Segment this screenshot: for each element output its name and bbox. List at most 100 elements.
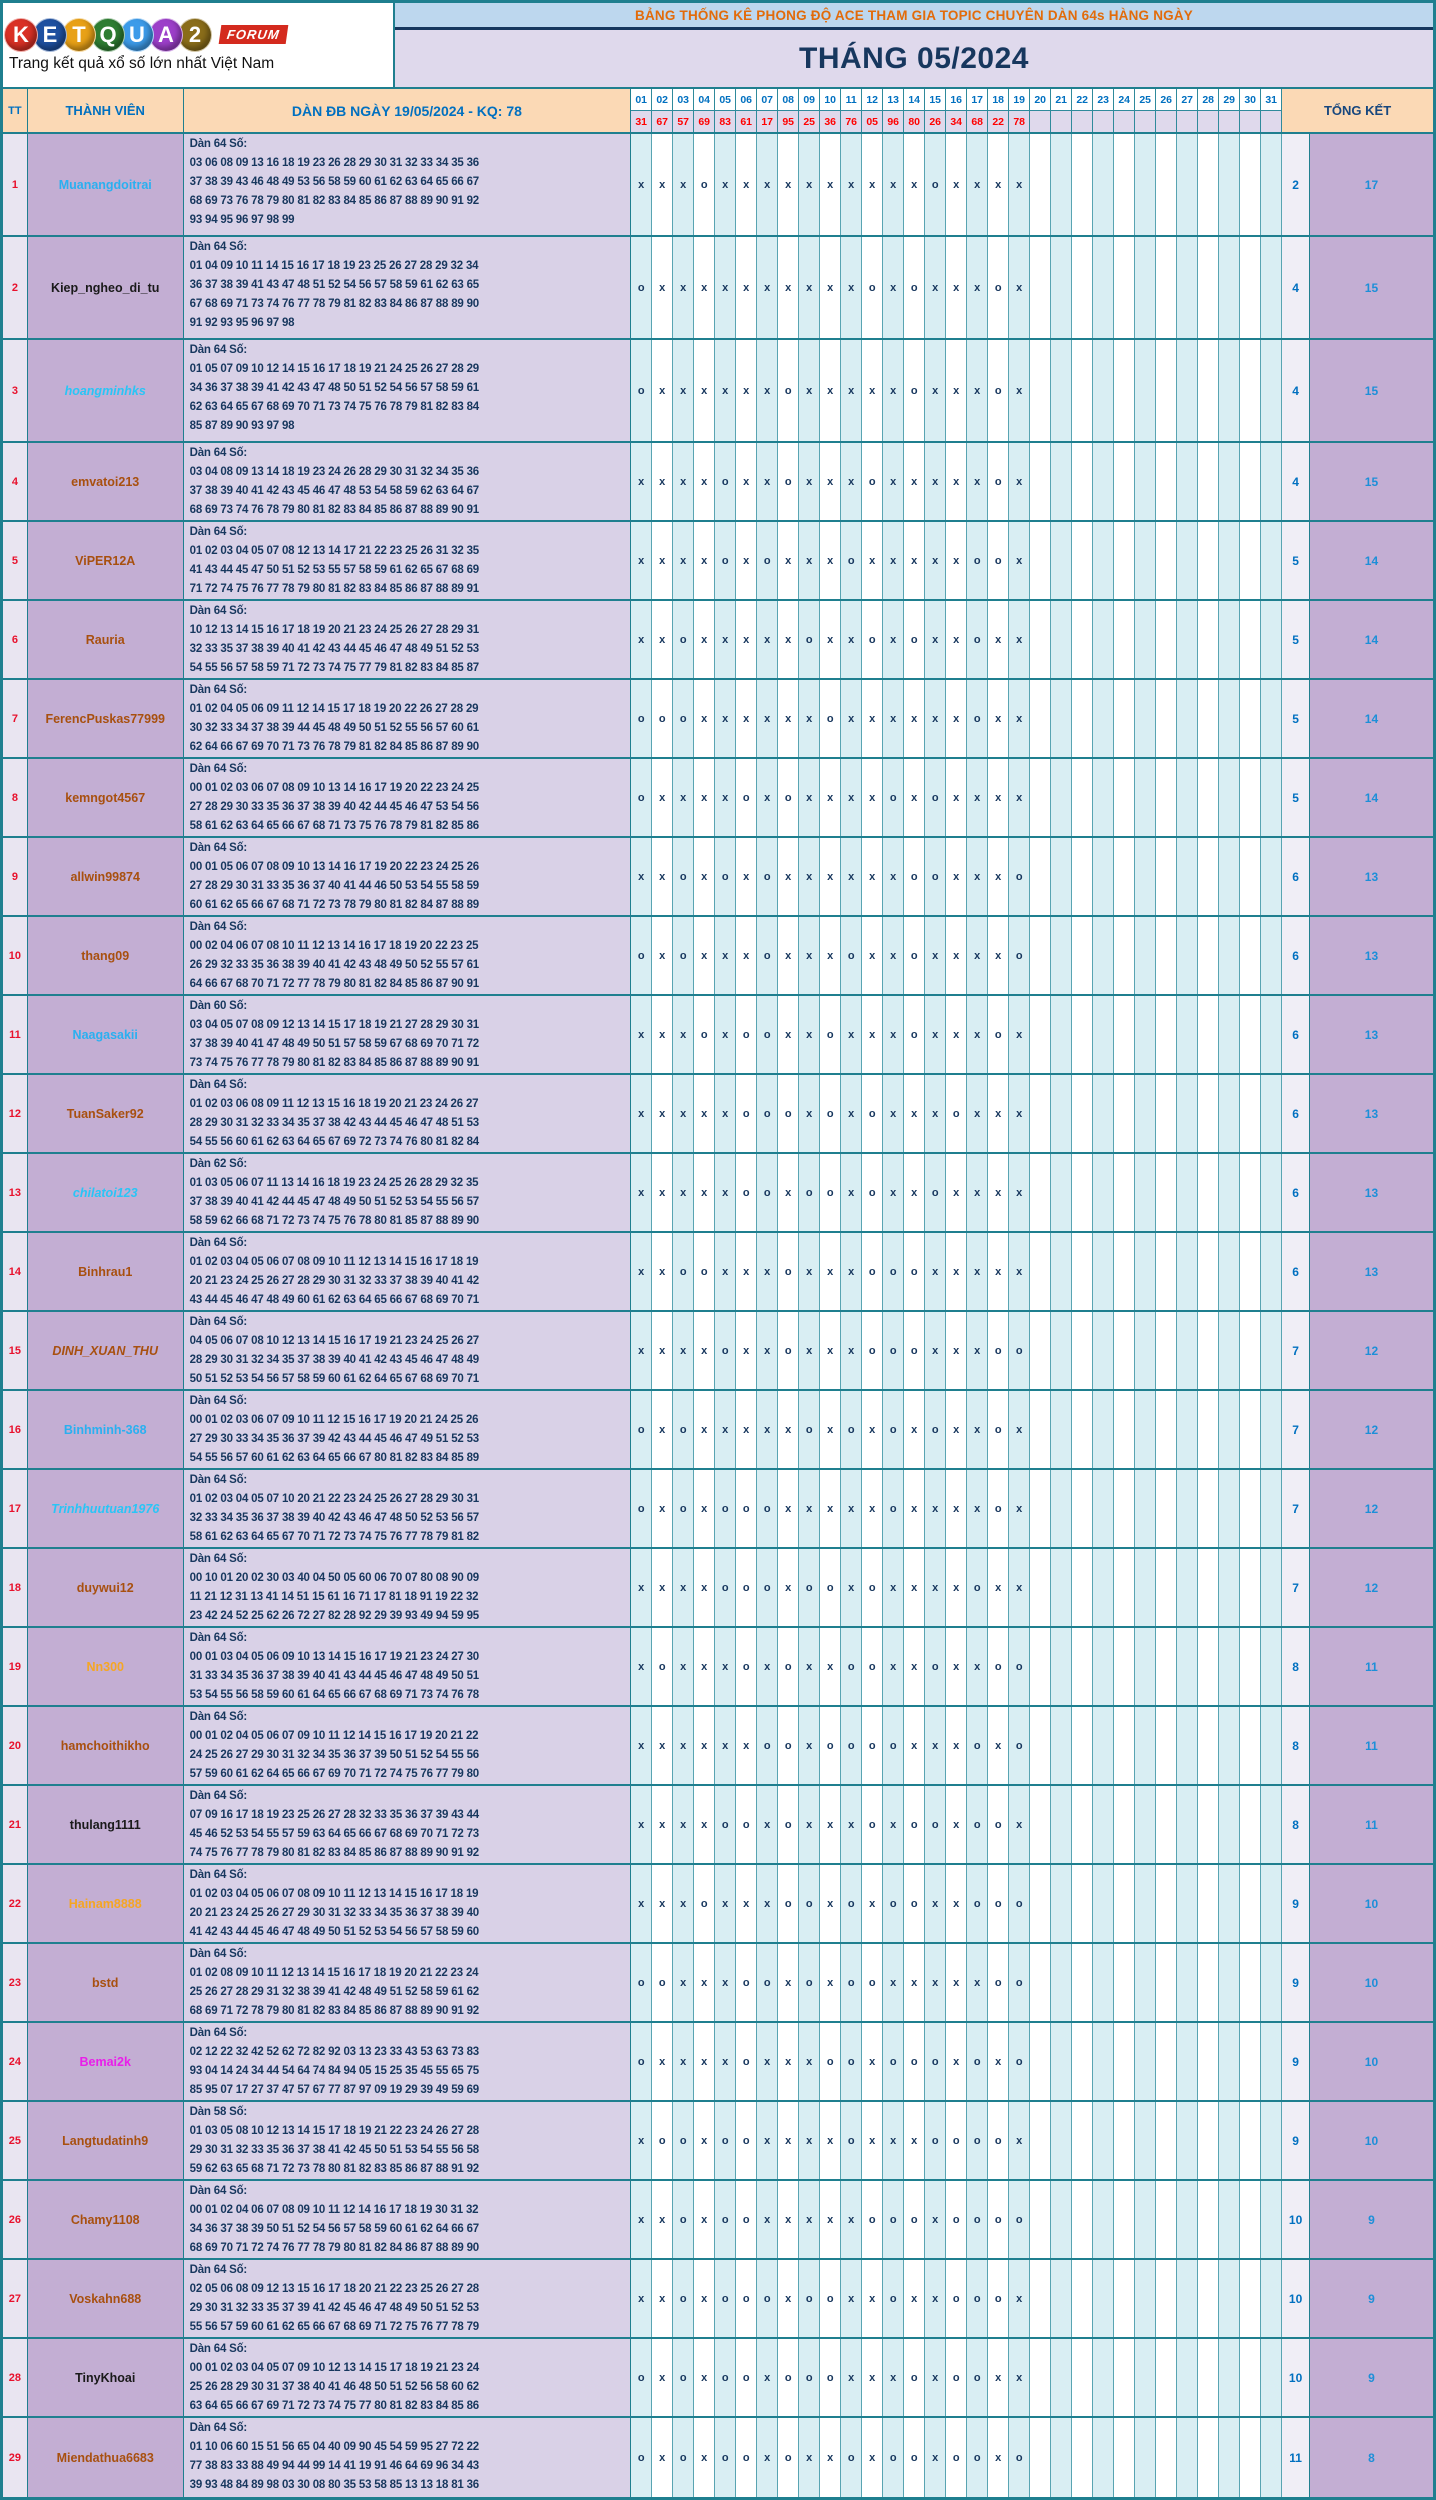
- miss-mark: o: [1009, 1865, 1031, 1942]
- member-name[interactable]: thulang1111: [27, 1786, 184, 1863]
- dan-numbers-line: 67 68 69 71 73 74 76 77 78 79 81 82 83 8…: [189, 298, 480, 310]
- miss-mark: o: [757, 1549, 779, 1626]
- hit-mark: x: [673, 1707, 695, 1784]
- hit-mark: x: [757, 443, 779, 520]
- empty-day-cell: [1093, 1312, 1115, 1389]
- member-name[interactable]: TuanSaker92: [27, 1075, 184, 1152]
- miss-mark: o: [757, 1707, 779, 1784]
- day-kq-value: [1156, 111, 1177, 132]
- empty-day-cell: [1219, 996, 1241, 1073]
- member-name[interactable]: emvatoi213: [27, 443, 184, 520]
- empty-day-cell: [1135, 1233, 1157, 1310]
- member-name[interactable]: FerencPuskas77999: [27, 680, 184, 757]
- hit-mark: x: [820, 443, 842, 520]
- empty-day-cell: [1072, 1312, 1094, 1389]
- member-name[interactable]: Binhminh-368: [27, 1391, 184, 1468]
- member-name[interactable]: Naagasakii: [27, 996, 184, 1073]
- hit-mark: x: [862, 1470, 884, 1547]
- dan-numbers-line: 01 02 03 04 05 06 07 08 09 10 11 12 13 1…: [189, 1888, 479, 1900]
- empty-day-cell: [1156, 917, 1178, 994]
- member-name[interactable]: Kiep_ngheo_di_tu: [27, 237, 184, 338]
- row-index: 24: [3, 2023, 28, 2100]
- miss-mark: o: [715, 1312, 737, 1389]
- miss-mark: o: [967, 601, 989, 678]
- day-kq-value: [1261, 111, 1282, 132]
- empty-day-cell: [1135, 1075, 1157, 1152]
- miss-mark: o: [925, 1391, 947, 1468]
- empty-day-cell: [1093, 1944, 1115, 2021]
- hit-mark: x: [841, 601, 863, 678]
- row-index: 3: [3, 340, 28, 441]
- member-name[interactable]: TinyKhoai: [27, 2339, 184, 2416]
- miss-mark: o: [820, 680, 842, 757]
- member-name[interactable]: Bemai2k: [27, 2023, 184, 2100]
- dan-numbers-line: 01 02 03 04 05 07 10 20 21 22 23 24 25 2…: [189, 1493, 480, 1505]
- member-name[interactable]: Binhrau1: [27, 1233, 184, 1310]
- member-name[interactable]: Langtudatinh9: [27, 2102, 184, 2179]
- member-name[interactable]: chilatoi123: [27, 1154, 184, 1231]
- table-row: 2 Kiep_ngheo_di_tu Dàn 64 Số: 01 04 09 10 1…: [3, 237, 1433, 340]
- member-name[interactable]: Hainam8888: [27, 1865, 184, 1942]
- member-name[interactable]: kemngot4567: [27, 759, 184, 836]
- miss-mark: o: [736, 759, 758, 836]
- dan-numbers-line: 00 01 02 03 06 07 08 09 10 13 14 16 17 1…: [189, 782, 480, 794]
- dan-numbers-line: 29 30 31 32 33 35 37 39 41 42 45 46 47 4…: [189, 2302, 480, 2314]
- hit-mark: x: [1009, 134, 1031, 235]
- total-hit-count: 15: [1309, 237, 1433, 338]
- hit-mark: x: [862, 838, 884, 915]
- dan-numbers-line: 01 03 05 06 07 11 13 14 16 18 19 23 24 2…: [189, 1177, 479, 1189]
- member-name[interactable]: hamchoithikho: [27, 1707, 184, 1784]
- empty-day-cell: [1177, 1865, 1199, 1942]
- hit-mark: x: [757, 2181, 779, 2258]
- hit-mark: x: [631, 1312, 653, 1389]
- empty-day-cell: [1261, 917, 1283, 994]
- total-miss-count: 6: [1282, 917, 1310, 994]
- member-name[interactable]: hoangminhks: [27, 340, 184, 441]
- member-name[interactable]: thang09: [27, 917, 184, 994]
- hit-mark: x: [736, 134, 758, 235]
- day-header-30: 30: [1240, 89, 1262, 132]
- hit-mark: x: [967, 237, 989, 338]
- member-name[interactable]: bstd: [27, 1944, 184, 2021]
- row-index: 7: [3, 680, 28, 757]
- empty-day-cell: [1261, 1786, 1283, 1863]
- member-name[interactable]: DINH_XUAN_THU: [27, 1312, 184, 1389]
- total-miss-count: 6: [1282, 996, 1310, 1073]
- member-name[interactable]: Chamy1108: [27, 2181, 184, 2258]
- empty-day-cell: [1030, 443, 1052, 520]
- empty-day-cell: [1198, 2339, 1220, 2416]
- miss-mark: o: [925, 1628, 947, 1705]
- empty-day-cell: [1177, 1944, 1199, 2021]
- empty-day-cell: [1114, 2102, 1136, 2179]
- hit-mark: x: [862, 2339, 884, 2416]
- empty-day-cell: [1198, 996, 1220, 1073]
- empty-day-cell: [1156, 838, 1178, 915]
- member-name[interactable]: Rauria: [27, 601, 184, 678]
- empty-day-cell: [1093, 1628, 1115, 1705]
- hit-mark: x: [967, 134, 989, 235]
- member-name[interactable]: ViPER12A: [27, 522, 184, 599]
- empty-day-cell: [1030, 601, 1052, 678]
- member-name[interactable]: Miendathua6683: [27, 2418, 184, 2497]
- hit-mark: x: [904, 443, 926, 520]
- empty-day-cell: [1030, 1707, 1052, 1784]
- hit-mark: x: [757, 2102, 779, 2179]
- miss-mark: o: [904, 838, 926, 915]
- member-name[interactable]: Muanangdoitrai: [27, 134, 184, 235]
- member-name[interactable]: duywui12: [27, 1549, 184, 1626]
- empty-day-cell: [1261, 1391, 1283, 1468]
- member-name[interactable]: Voskahn688: [27, 2260, 184, 2337]
- hit-mark: x: [736, 1312, 758, 1389]
- member-name[interactable]: allwin99874: [27, 838, 184, 915]
- member-name[interactable]: Nn300: [27, 1628, 184, 1705]
- total-hit-count: 13: [1309, 1233, 1433, 1310]
- dan-numbers: Dàn 64 Số: 01 04 09 10 11 14 15 16 17 18 …: [183, 237, 632, 338]
- miss-mark: o: [988, 1865, 1010, 1942]
- row-index: 29: [3, 2418, 28, 2497]
- month-title: THÁNG 05/2024: [395, 30, 1433, 87]
- empty-day-cell: [1177, 134, 1199, 235]
- dan-numbers: Dàn 64 Số: 00 01 02 03 06 07 08 09 10 13 …: [183, 759, 632, 836]
- member-name[interactable]: Trinhhuutuan1976: [27, 1470, 184, 1547]
